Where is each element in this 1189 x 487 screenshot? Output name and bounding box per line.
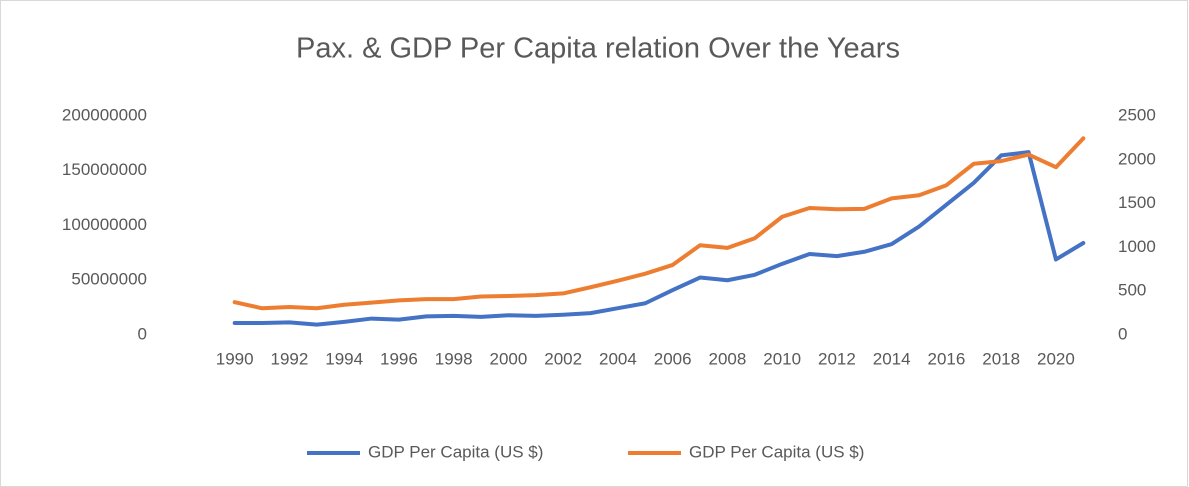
legend-label: GDP Per Capita (US $) <box>368 442 543 461</box>
x-tick-label: 2014 <box>873 349 911 368</box>
x-tick-label: 1992 <box>271 349 309 368</box>
y-tick-label: 50000000 <box>71 270 147 289</box>
y-tick-label: 200000000 <box>62 105 147 124</box>
x-tick-label: 2002 <box>544 349 582 368</box>
y2-tick-label: 2500 <box>1118 105 1156 124</box>
y2-tick-label: 1000 <box>1118 237 1156 256</box>
y-tick-label: 150000000 <box>62 160 147 179</box>
x-tick-label: 2008 <box>709 349 747 368</box>
x-tick-label: 1994 <box>325 349 363 368</box>
x-tick-label: 1998 <box>435 349 473 368</box>
x-tick-label: 1990 <box>216 349 254 368</box>
y2-tick-label: 0 <box>1118 324 1127 343</box>
x-tick-label: 2016 <box>928 349 966 368</box>
series-line <box>232 150 1086 327</box>
x-tick-label: 2000 <box>490 349 528 368</box>
x-tick-label: 2006 <box>654 349 692 368</box>
x-tick-label: 1996 <box>380 349 418 368</box>
x-tick-label: 2020 <box>1037 349 1075 368</box>
y2-tick-label: 2000 <box>1118 149 1156 168</box>
x-tick-label: 2010 <box>763 349 801 368</box>
legend-label: GDP Per Capita (US $) <box>689 442 864 461</box>
x-tick-label: 2012 <box>818 349 856 368</box>
y-tick-label: 0 <box>138 324 147 343</box>
x-tick-label: 2004 <box>599 349 637 368</box>
series-line <box>232 136 1086 311</box>
y2-tick-label: 500 <box>1118 281 1146 300</box>
y2-tick-label: 1500 <box>1118 193 1156 212</box>
y-tick-label: 100000000 <box>62 215 147 234</box>
x-tick-label: 2018 <box>982 349 1020 368</box>
chart-title: Pax. & GDP Per Capita relation Over the … <box>296 33 900 65</box>
